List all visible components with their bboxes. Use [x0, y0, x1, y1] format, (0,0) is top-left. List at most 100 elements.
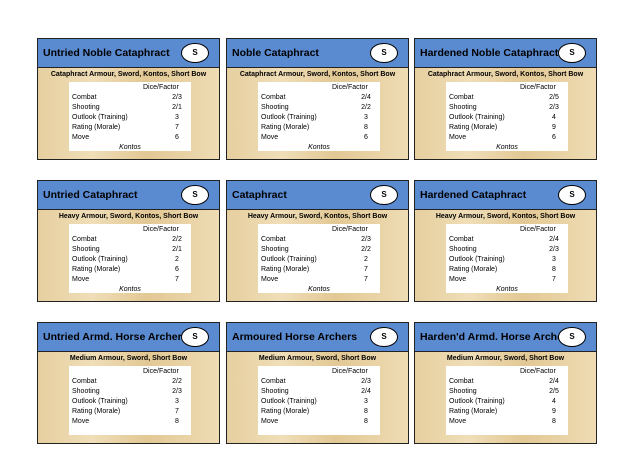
- stat-value: 8: [552, 418, 556, 425]
- stat-label: Rating (Morale): [261, 266, 310, 273]
- stat-label: Move: [72, 276, 90, 283]
- card-header: Armoured Horse Archers S: [227, 323, 408, 352]
- card-header: Hardened Noble Cataphract S: [415, 39, 596, 68]
- badge: S: [181, 185, 209, 205]
- stat-label: Shooting: [72, 388, 100, 395]
- stat-label: Outlook (Training): [449, 114, 505, 121]
- card-title: Untried Cataphract: [43, 189, 138, 201]
- stat-value: 3: [364, 398, 368, 405]
- card-title: Cataphract: [232, 189, 287, 201]
- card-title: Untried Noble Cataphract: [43, 47, 170, 59]
- stat-label: Shooting: [72, 104, 100, 111]
- stat-value: 3: [364, 114, 368, 121]
- unit-card: Harden'd Armd. Horse Archers S Medium Armo…: [414, 322, 597, 444]
- stat-label: Outlook (Training): [261, 256, 317, 263]
- equipment: Heavy Armour, Sword, Kontos, Short Bow: [247, 213, 388, 220]
- stat-label: Outlook (Training): [72, 114, 128, 121]
- stat-label: Move: [449, 418, 467, 425]
- card-title: Untried Armd. Horse Archers: [43, 331, 188, 343]
- stat-label: Shooting: [261, 246, 289, 253]
- stat-value: 6: [552, 134, 556, 141]
- stat-value: 7: [364, 266, 368, 273]
- column-header: Dice/Factor: [332, 226, 368, 233]
- stat-table: Dice/Factor Combat 2/3 Shooting 2/4 Outlook (…: [258, 366, 380, 435]
- stat-value: 2/4: [549, 236, 559, 243]
- stat-label: Outlook (Training): [72, 398, 128, 405]
- stat-label: Rating (Morale): [449, 408, 498, 415]
- column-header: Dice/Factor: [332, 84, 368, 91]
- stat-label: Rating (Morale): [72, 266, 121, 273]
- stat-label: Combat: [261, 378, 286, 385]
- stat-label: Combat: [449, 236, 474, 243]
- stat-value: 8: [552, 266, 556, 273]
- stat-label: Combat: [449, 378, 474, 385]
- stat-value: 3: [552, 256, 556, 263]
- stat-value: 8: [364, 408, 368, 415]
- stat-value: 2/4: [361, 94, 371, 101]
- stat-label: Outlook (Training): [449, 398, 505, 405]
- column-header: Dice/Factor: [332, 368, 368, 375]
- stat-value: 6: [175, 266, 179, 273]
- stat-value: 2/2: [172, 236, 182, 243]
- stat-value: 2/5: [549, 94, 559, 101]
- stat-value: 2/5: [549, 388, 559, 395]
- card-header: Cataphract S: [227, 181, 408, 210]
- unit-card: Cataphract S Heavy Armour, Sword, Kontos, …: [226, 180, 409, 302]
- stat-value: 2/3: [549, 246, 559, 253]
- stat-value: 9: [552, 124, 556, 131]
- column-header: Dice/Factor: [520, 368, 556, 375]
- equipment: Cataphract Armour, Sword, Kontos, Short …: [50, 71, 207, 78]
- column-header: Dice/Factor: [520, 84, 556, 91]
- stat-label: Combat: [72, 378, 97, 385]
- equipment: Cataphract Armour, Sword, Kontos, Short …: [239, 71, 396, 78]
- badge: S: [370, 43, 398, 63]
- stat-label: Rating (Morale): [261, 124, 310, 131]
- stat-value: 6: [364, 134, 368, 141]
- stat-label: Move: [261, 418, 279, 425]
- badge: S: [181, 327, 209, 347]
- card-title: Hardened Noble Cataphract: [420, 47, 559, 59]
- equipment: Medium Armour, Sword, Short Bow: [69, 355, 188, 362]
- stat-value: 2/3: [361, 378, 371, 385]
- stat-label: Shooting: [261, 388, 289, 395]
- unit-card: Untried Noble Cataphract S Cataphract Armo…: [37, 38, 220, 160]
- card-title: Armoured Horse Archers: [232, 331, 358, 343]
- stat-label: Rating (Morale): [72, 124, 121, 131]
- card-header: Untried Noble Cataphract S: [38, 39, 219, 68]
- stat-value: 7: [364, 276, 368, 283]
- stat-label: Combat: [72, 94, 97, 101]
- stat-label: Combat: [449, 94, 474, 101]
- stat-value: 7: [175, 408, 179, 415]
- stat-label: Shooting: [449, 246, 477, 253]
- stat-label: Combat: [261, 94, 286, 101]
- special-rule: Kontos: [496, 286, 518, 293]
- stat-value: 7: [552, 276, 556, 283]
- stat-value: 7: [175, 276, 179, 283]
- special-rule: Kontos: [308, 286, 330, 293]
- stat-label: Rating (Morale): [72, 408, 121, 415]
- equipment: Cataphract Armour, Sword, Kontos, Short …: [427, 71, 584, 78]
- stat-value: 4: [552, 114, 556, 121]
- stat-label: Move: [72, 134, 90, 141]
- special-rule: Kontos: [308, 144, 330, 151]
- stat-table: Dice/Factor Combat 2/4 Shooting 2/2 Outlook (…: [258, 82, 380, 151]
- badge: S: [370, 185, 398, 205]
- stat-label: Shooting: [449, 104, 477, 111]
- column-header: Dice/Factor: [520, 226, 556, 233]
- stat-label: Rating (Morale): [261, 408, 310, 415]
- stat-label: Combat: [261, 236, 286, 243]
- equipment: Heavy Armour, Sword, Kontos, Short Bow: [58, 213, 199, 220]
- column-header: Dice/Factor: [143, 226, 179, 233]
- stat-label: Rating (Morale): [449, 124, 498, 131]
- stat-table: Dice/Factor Combat 2/5 Shooting 2/3 Outlook (…: [446, 82, 568, 151]
- card-header: Untried Cataphract S: [38, 181, 219, 210]
- special-rule: Kontos: [496, 144, 518, 151]
- stat-value: 2/3: [549, 104, 559, 111]
- stat-value: 2/3: [361, 236, 371, 243]
- stat-value: 2: [364, 256, 368, 263]
- special-rule: Kontos: [119, 144, 141, 151]
- stat-label: Rating (Morale): [449, 266, 498, 273]
- stat-label: Move: [261, 276, 279, 283]
- stat-label: Combat: [72, 236, 97, 243]
- stat-label: Outlook (Training): [72, 256, 128, 263]
